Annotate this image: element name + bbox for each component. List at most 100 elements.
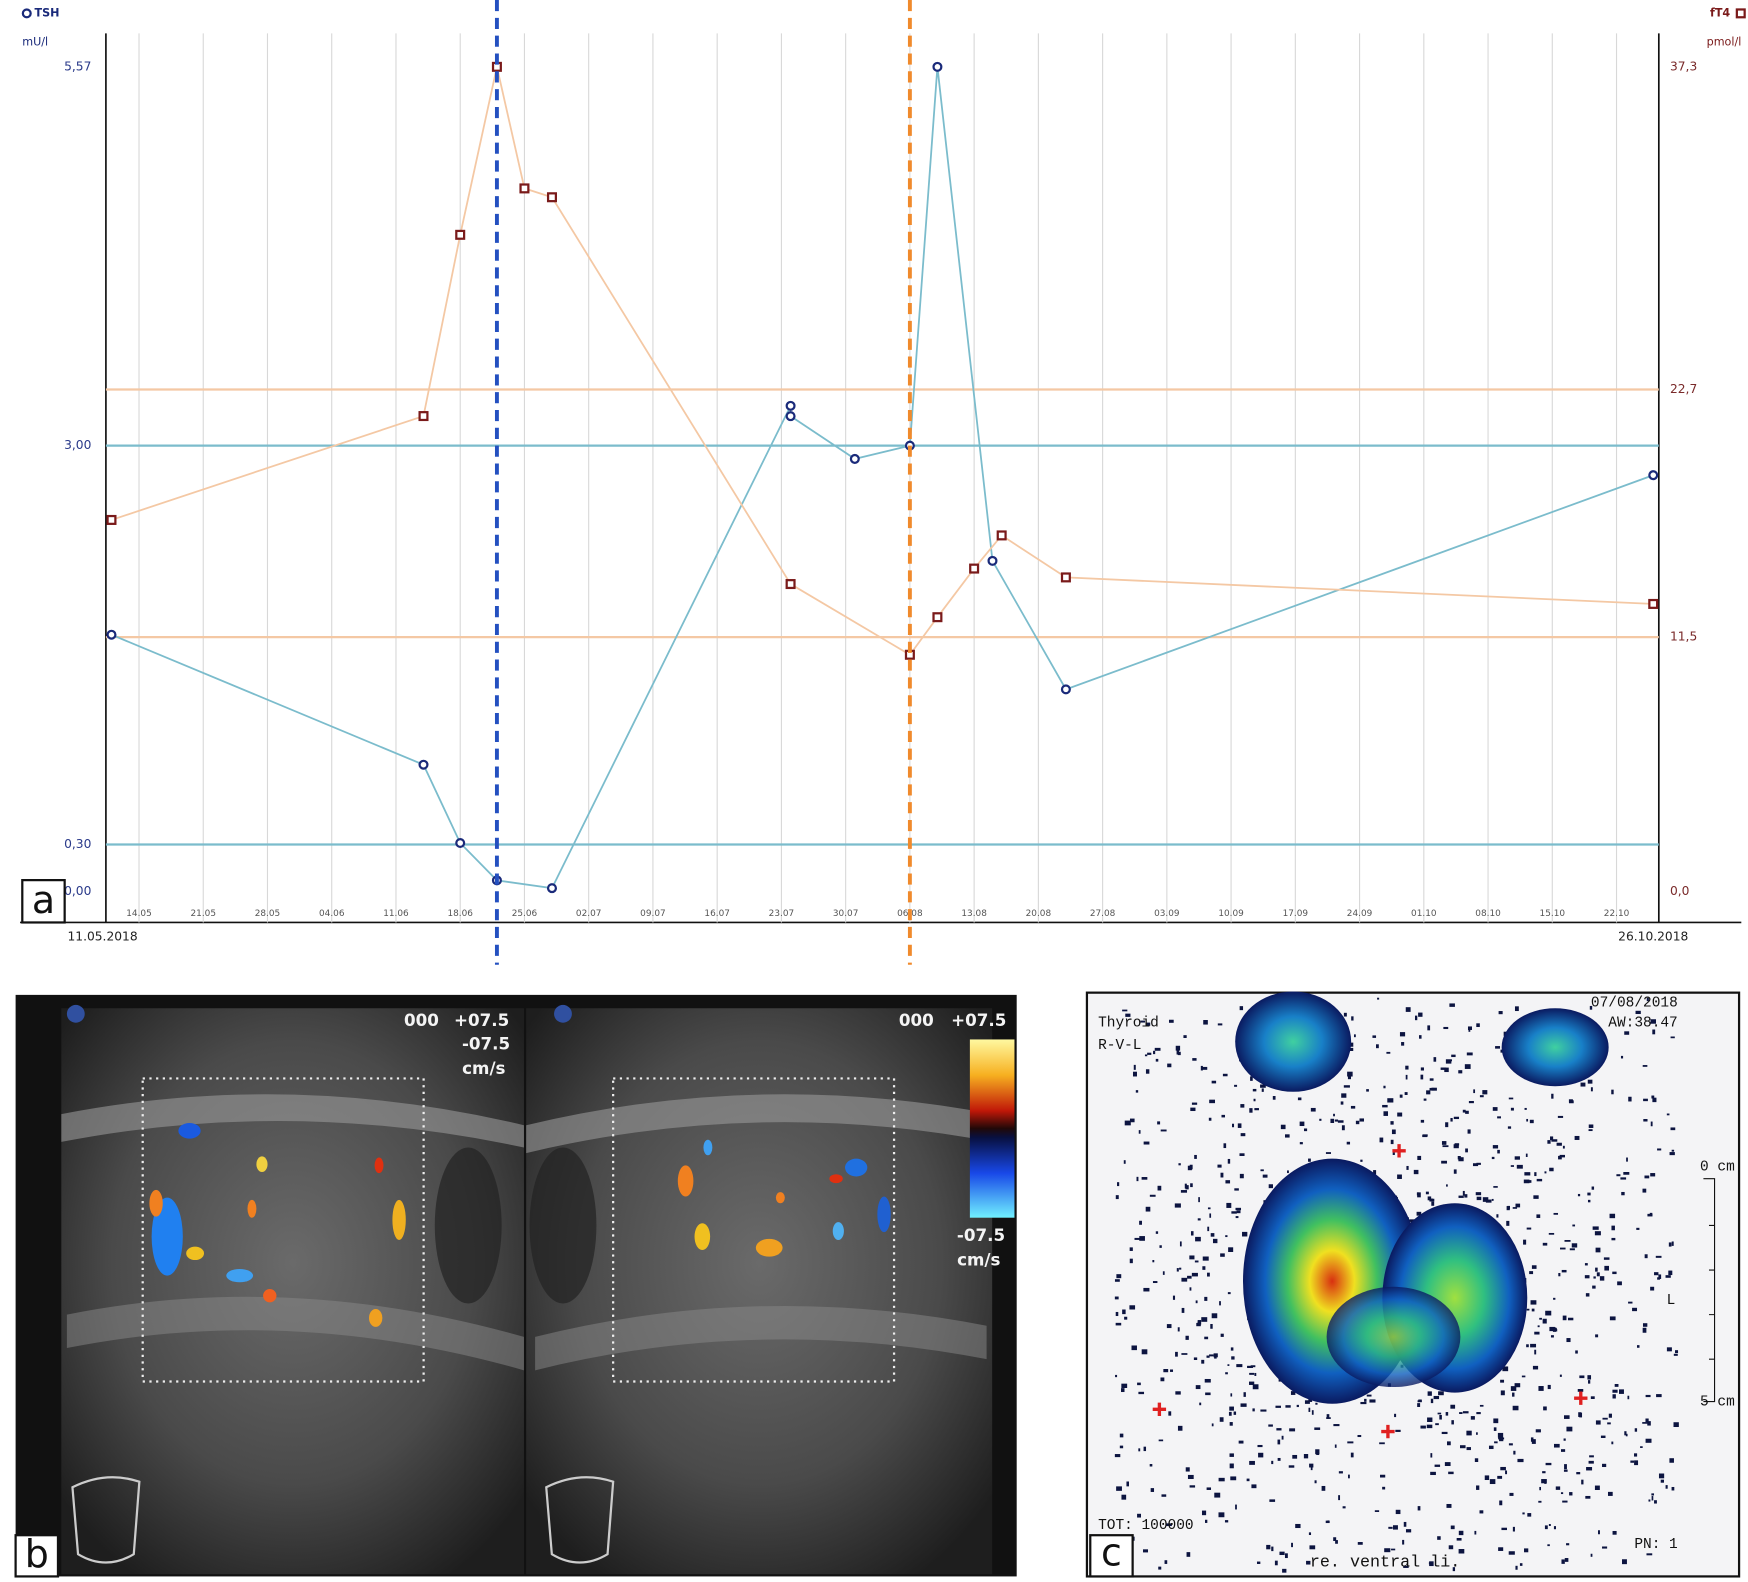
tissue-band bbox=[66, 1296, 524, 1371]
us-text: 000 bbox=[899, 1010, 934, 1030]
noise-dot bbox=[1630, 1460, 1634, 1463]
noise-dot bbox=[1229, 1463, 1234, 1469]
noise-dot bbox=[1251, 1484, 1257, 1489]
noise-dot bbox=[1401, 1042, 1405, 1046]
noise-dot bbox=[1250, 1365, 1256, 1368]
salivary-gland bbox=[1501, 1008, 1609, 1087]
noise-dot bbox=[1115, 1195, 1119, 1200]
noise-dot bbox=[1539, 1486, 1542, 1491]
noise-dot bbox=[1654, 1272, 1659, 1276]
noise-dot bbox=[1462, 1411, 1469, 1414]
noise-dot bbox=[1526, 1227, 1532, 1230]
noise-dot bbox=[1491, 1198, 1494, 1201]
noise-dot bbox=[1562, 1500, 1568, 1503]
noise-dot bbox=[1458, 1530, 1464, 1536]
x-tick-label: 23.07 bbox=[769, 909, 795, 919]
noise-dot bbox=[1157, 1121, 1161, 1125]
noise-dot bbox=[1310, 1465, 1313, 1471]
noise-dot bbox=[1430, 1198, 1433, 1201]
noise-dot bbox=[1651, 1493, 1655, 1496]
landmarks bbox=[1152, 1144, 1588, 1439]
noise-dot bbox=[1346, 1141, 1351, 1145]
noise-dot bbox=[1607, 1491, 1613, 1496]
noise-dot bbox=[1646, 1553, 1653, 1556]
doppler-spot bbox=[775, 1192, 785, 1204]
noise-dot bbox=[1129, 1305, 1136, 1310]
noise-dot bbox=[1405, 1074, 1408, 1080]
noise-dot bbox=[1253, 1098, 1256, 1102]
noise-dot bbox=[1319, 1118, 1322, 1121]
noise-dot bbox=[1650, 1121, 1653, 1127]
noise-dot bbox=[1187, 1474, 1194, 1480]
noise-dot bbox=[1602, 1417, 1608, 1420]
noise-dot bbox=[1450, 1117, 1453, 1122]
x-range-label: 11.05.2018 bbox=[67, 929, 137, 943]
noise-dot bbox=[1360, 1401, 1367, 1405]
noise-dot bbox=[1482, 1090, 1488, 1095]
y2-tick-label: 37,3 bbox=[1670, 59, 1697, 73]
noise-dot bbox=[1666, 1113, 1670, 1116]
noise-dot bbox=[1180, 1190, 1188, 1193]
noise-dot bbox=[1236, 1364, 1243, 1368]
x-tick-label: 11.06 bbox=[383, 909, 409, 919]
noise-dot bbox=[1642, 1327, 1647, 1333]
noise-dot bbox=[1609, 1316, 1616, 1321]
noise-dot bbox=[1224, 1520, 1229, 1523]
noise-dot bbox=[1586, 1467, 1593, 1471]
noise-dot bbox=[1391, 1129, 1396, 1135]
noise-dot bbox=[1636, 1345, 1640, 1348]
noise-dot bbox=[1204, 1378, 1211, 1383]
noise-dot bbox=[1673, 1353, 1678, 1356]
noise-dot bbox=[1338, 1495, 1341, 1501]
noise-dot bbox=[1493, 1427, 1497, 1431]
doppler-spot bbox=[755, 1238, 783, 1257]
noise-dot bbox=[1527, 1513, 1532, 1517]
data-point bbox=[932, 612, 943, 623]
scint-text: re. ventral li. bbox=[1310, 1553, 1460, 1572]
scint-text: PN: 1 bbox=[1634, 1537, 1677, 1553]
noise-dot bbox=[1272, 1096, 1276, 1100]
x-tick-label: 04.06 bbox=[319, 909, 345, 919]
noise-dot bbox=[1177, 1327, 1180, 1332]
noise-dot bbox=[1522, 1512, 1525, 1515]
doppler-spot bbox=[256, 1156, 268, 1173]
noise-dot bbox=[1201, 1510, 1207, 1516]
noise-dot bbox=[1536, 1178, 1543, 1182]
noise-dot bbox=[1126, 1481, 1129, 1487]
noise-dot bbox=[1234, 1084, 1238, 1087]
noise-dot bbox=[1276, 1428, 1282, 1431]
noise-dot bbox=[1620, 1055, 1624, 1059]
noise-dot bbox=[1476, 1162, 1481, 1165]
axis-unit: mU/l bbox=[22, 35, 48, 48]
noise-dot bbox=[1163, 1369, 1169, 1373]
noise-dot bbox=[1524, 1548, 1529, 1553]
noise-dot bbox=[1611, 1237, 1616, 1241]
noise-dot bbox=[1495, 1046, 1501, 1049]
noise-dot bbox=[1512, 1405, 1519, 1411]
noise-dot bbox=[1114, 1279, 1120, 1282]
doppler-spot bbox=[149, 1189, 163, 1217]
y-tick-label: 0,00 bbox=[64, 884, 91, 898]
noise-dot bbox=[1574, 1135, 1580, 1140]
noise-dot bbox=[1119, 1445, 1124, 1449]
noise-dot bbox=[1392, 1152, 1395, 1155]
noise-dot bbox=[1306, 1560, 1311, 1565]
noise-dot bbox=[1587, 1375, 1592, 1380]
noise-dot bbox=[1164, 1560, 1168, 1564]
legend-label: TSH bbox=[35, 6, 60, 19]
noise-dot bbox=[1420, 1074, 1424, 1080]
noise-dot bbox=[1547, 1384, 1551, 1390]
noise-dot bbox=[1496, 1214, 1499, 1218]
noise-dot bbox=[1119, 1433, 1124, 1438]
noise-dot bbox=[1548, 1232, 1555, 1235]
noise-dot bbox=[1612, 1271, 1617, 1275]
noise-dot bbox=[1612, 1530, 1617, 1535]
landmark bbox=[1574, 1391, 1588, 1405]
noise-dot bbox=[1566, 1338, 1571, 1343]
noise-dot bbox=[1145, 1069, 1150, 1074]
y2-tick-label: 11,5 bbox=[1670, 630, 1697, 644]
noise-dot bbox=[1218, 1477, 1225, 1482]
noise-dot bbox=[1524, 1107, 1527, 1110]
salivary-gland bbox=[1235, 991, 1352, 1092]
noise-dot bbox=[1186, 1552, 1191, 1557]
